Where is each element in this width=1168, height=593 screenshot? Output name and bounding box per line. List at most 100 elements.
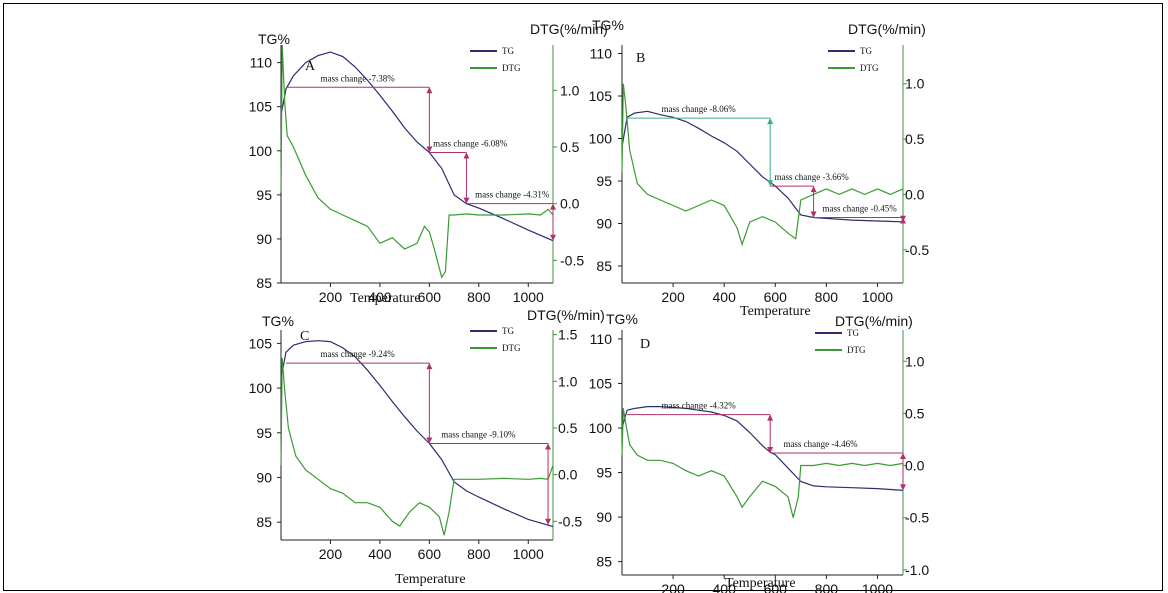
right-axis-title: DTG(%/min): [530, 21, 608, 37]
legend-tg-label: TG: [860, 46, 872, 56]
annotation-arrow-up: [767, 118, 774, 125]
annotation-arrow-up: [550, 203, 556, 210]
left-tick-label: 105: [249, 335, 273, 351]
left-tick-label: 85: [596, 554, 612, 570]
x-tick-label: 800: [815, 581, 839, 593]
annotation-arrow-down: [545, 518, 552, 525]
legend-dtg-label: DTG: [860, 63, 879, 73]
annotation-arrow-down: [810, 211, 817, 218]
left-tick-label: 100: [589, 420, 613, 436]
annotation-label: mass change -9.24%: [321, 349, 396, 359]
x-tick-label: 400: [713, 289, 737, 305]
right-axis-title: DTG(%/min): [835, 313, 913, 329]
annotation-arrow-up: [426, 363, 433, 370]
annotation-arrow-down: [767, 446, 774, 453]
left-tick-label: 110: [590, 46, 613, 62]
right-tick-label: 0.0: [558, 467, 578, 483]
series-dtg-line: [621, 408, 904, 518]
right-tick-label: -0.5: [905, 510, 929, 526]
annotation-label: mass change -9.10%: [441, 429, 516, 439]
x-axis-title: Temperature: [740, 304, 811, 319]
left-axis-title: TG%: [262, 313, 294, 329]
panel-label: B: [636, 51, 645, 66]
annotation-arrow-down: [767, 180, 774, 187]
annotation-arrow-down: [900, 215, 906, 222]
x-tick-label: 200: [661, 581, 685, 593]
left-tick-label: 95: [596, 465, 612, 481]
left-tick-label: 85: [596, 258, 612, 274]
x-tick-label: 1000: [513, 546, 544, 562]
annotation-label: mass change -6.08%: [433, 139, 508, 149]
left-axis-title: TG%: [258, 31, 290, 47]
right-tick-label: 0.0: [560, 196, 580, 212]
left-tick-label: 100: [249, 380, 273, 396]
panel-b: 85 90 95 100 105 110 -0.5 0.0 0.5 1.0 200 400 600 800…: [589, 17, 930, 319]
x-tick-label: 800: [467, 546, 491, 562]
annotation-arrow-up: [767, 414, 774, 421]
legend-tg-label: TG: [502, 326, 514, 336]
x-tick-label: 800: [467, 289, 491, 305]
right-tick-label: 0.5: [905, 131, 925, 147]
right-tick-label: 0.0: [905, 186, 925, 202]
x-tick-label: 1000: [862, 581, 893, 593]
x-tick-label: 600: [764, 289, 788, 305]
left-tick-label: 110: [590, 331, 613, 347]
left-axis-title: TG%: [592, 17, 624, 33]
annotation-arrow-up: [426, 87, 433, 94]
right-tick-label: 0.5: [560, 139, 580, 155]
right-tick-label: 1.5: [558, 327, 578, 343]
annotation-label: mass change -7.38%: [321, 73, 396, 83]
annotation-arrow-up: [900, 452, 906, 459]
annotation-label: mass change -8.06%: [662, 104, 737, 114]
left-axis-title: TG%: [606, 311, 638, 327]
panel-label: C: [300, 329, 309, 344]
x-tick-label: 200: [319, 289, 343, 305]
x-tick-label: 200: [319, 546, 343, 562]
x-tick-label: 1000: [862, 289, 893, 305]
left-tick-label: 90: [596, 509, 612, 525]
right-tick-label: 0.0: [905, 458, 925, 474]
right-tick-label: -0.5: [905, 242, 929, 258]
right-tick-label: 1.0: [558, 373, 578, 389]
right-tick-label: 1.0: [905, 353, 925, 369]
x-tick-label: 800: [815, 289, 839, 305]
right-axis-title: DTG(%/min): [527, 307, 605, 323]
x-tick-label: 600: [764, 581, 788, 593]
left-tick-label: 95: [256, 425, 272, 441]
x-tick-label: 400: [713, 581, 737, 593]
x-tick-label: 400: [368, 289, 392, 305]
x-axis-title: Temperature: [725, 576, 796, 591]
x-tick-label: 600: [418, 546, 442, 562]
left-tick-label: 90: [256, 231, 272, 247]
annotation-arrow-up: [545, 443, 552, 450]
x-tick-label: 200: [661, 289, 685, 305]
left-tick-label: 95: [596, 173, 612, 189]
panel-label: D: [640, 337, 650, 352]
annotation-arrow-down: [426, 437, 433, 444]
panel-a: 85 90 95 100 105 110 -0.5 0.0 0.5 1.0 200 400 600 800…: [249, 21, 608, 306]
panel-c: 85 90 95 100 105 -0.5 0.0 0.5 1.0 1.5 200 400 600 800…: [249, 307, 605, 587]
right-tick-label: 0.5: [905, 405, 925, 421]
figure-frame: [3, 3, 1163, 591]
legend-dtg-label: DTG: [847, 345, 866, 355]
legend-tg-label: TG: [847, 328, 859, 338]
series-tg-line: [280, 340, 554, 528]
annotation-arrow-down: [463, 197, 470, 204]
left-tick-label: 105: [249, 99, 273, 115]
annotation-label: mass change -4.46%: [783, 439, 858, 449]
x-tick-label: 1000: [513, 289, 544, 305]
series-dtg-line: [280, 44, 554, 279]
panel-label: A: [305, 59, 316, 74]
legend-tg-label: TG: [502, 46, 514, 56]
series-dtg-line: [621, 83, 904, 247]
left-tick-label: 85: [256, 275, 272, 291]
right-tick-label: 1.0: [905, 76, 925, 92]
left-tick-label: 105: [589, 88, 613, 104]
series-tg-line: [621, 110, 904, 223]
left-tick-label: 85: [256, 514, 272, 530]
series-tg-line: [280, 51, 554, 242]
series-dtg-line: [280, 357, 554, 536]
annotation-arrow-up: [463, 152, 470, 159]
x-axis-title: Temperature: [395, 572, 466, 587]
